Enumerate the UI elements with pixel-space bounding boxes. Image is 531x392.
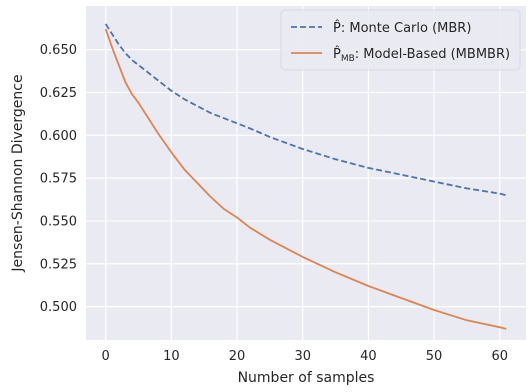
- y-tick-label: 0.575: [40, 172, 77, 187]
- x-axis-label: Number of samples: [238, 370, 375, 386]
- y-axis-label: Jensen-Shannon Divergence: [10, 74, 26, 272]
- y-tick-label: 0.650: [40, 43, 77, 58]
- x-tick-label: 10: [163, 349, 180, 364]
- x-tick-label: 40: [360, 349, 377, 364]
- y-tick-label: 0.625: [40, 86, 77, 101]
- y-tick-label: 0.550: [40, 214, 77, 229]
- legend-label-monte-carlo: P̂: Monte Carlo (MBR): [333, 21, 471, 36]
- series-layer: [104, 23, 507, 330]
- legend-box: [280, 9, 521, 71]
- legend: P̂: Monte Carlo (MBR) P̂MB: Model-Based …: [280, 9, 521, 71]
- series-line-monte-carlo: [104, 23, 507, 197]
- legend-label-model-based: P̂MB: Model-Based (MBMBR): [333, 47, 510, 64]
- x-axis-ticks: 0 10 20 30 40 50 60: [102, 349, 508, 364]
- y-tick-label: 0.525: [40, 257, 77, 272]
- y-tick-label: 0.600: [40, 129, 77, 144]
- x-tick-label: 60: [491, 349, 508, 364]
- series-line-model-based: [104, 28, 507, 330]
- x-tick-label: 20: [229, 349, 246, 364]
- x-tick-label: 0: [102, 349, 110, 364]
- x-tick-label: 30: [294, 349, 311, 364]
- y-axis-ticks: 0.500 0.525 0.550 0.575 0.600 0.625 0.650: [40, 43, 77, 315]
- x-tick-label: 50: [426, 349, 443, 364]
- y-tick-label: 0.500: [40, 300, 77, 315]
